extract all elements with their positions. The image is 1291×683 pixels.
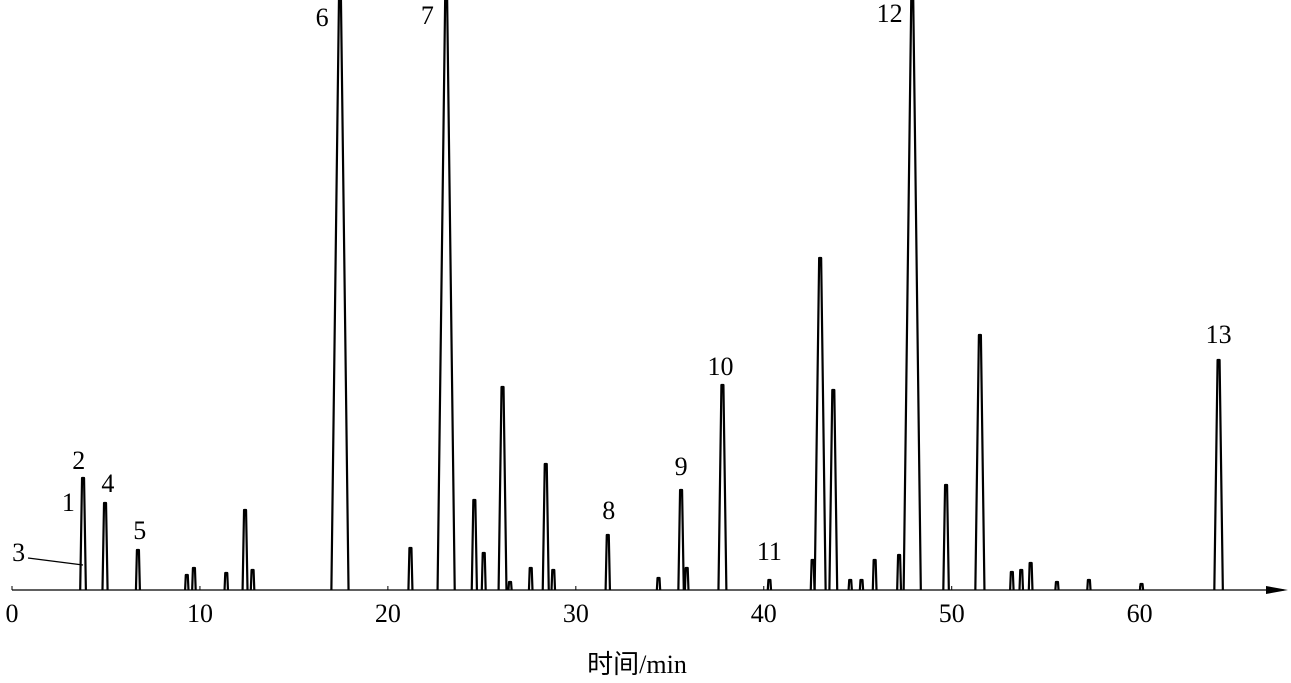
peak [858,578,865,591]
peak-label: 1 [62,488,75,517]
peak [480,551,487,591]
peak [847,578,853,591]
peak [655,576,662,591]
peak [436,0,456,591]
x-tick-label: 50 [939,599,965,628]
peak [974,333,986,591]
peak [871,558,878,591]
peak-label: 10 [708,352,734,381]
peak [79,476,87,591]
peak [828,388,839,591]
peak [1086,578,1092,591]
peak [942,483,950,591]
peak [134,548,142,591]
peak-label: 9 [675,452,688,481]
peak [1213,358,1224,591]
peak-label: 6 [316,3,329,32]
x-tick-label: 60 [1127,599,1153,628]
peak [184,573,190,591]
peak-label: 7 [421,1,434,30]
peak-label: 3 [12,538,25,567]
x-axis-title: 时间/min [587,650,687,679]
x-tick-label: 10 [187,599,213,628]
peak [683,566,690,591]
peak [223,571,230,591]
peak [541,462,550,591]
peak [249,568,256,591]
peak [101,501,109,591]
peak-label: 2 [72,446,85,475]
peak-label: 12 [877,0,903,28]
peak [1138,582,1145,591]
peak [604,533,612,591]
peak [241,508,249,591]
peak [191,566,197,591]
peak [330,0,350,591]
x-tick-label: 20 [375,599,401,628]
peak [550,568,557,591]
peak [717,383,728,591]
x-tick-label: 40 [751,599,777,628]
peak [470,498,479,591]
peak-label: 13 [1206,320,1232,349]
peak [1027,561,1034,591]
x-tick-label: 30 [563,599,589,628]
peak [677,488,685,591]
peak-label: 8 [602,496,615,525]
peak-label: 5 [133,516,146,545]
peak-label: 11 [757,537,782,566]
peak [766,578,773,591]
peak [896,553,903,591]
peak [1009,570,1015,591]
leader-line [27,557,84,566]
axis-arrow [1266,586,1288,594]
peak [527,566,534,591]
peak [407,546,414,591]
peak [1054,580,1060,591]
peak [1018,568,1025,591]
peak [497,385,508,591]
peak-label: 4 [101,469,114,498]
peak [813,256,827,591]
x-tick-label: 0 [6,599,19,628]
peak [507,580,513,591]
peak [902,0,922,591]
